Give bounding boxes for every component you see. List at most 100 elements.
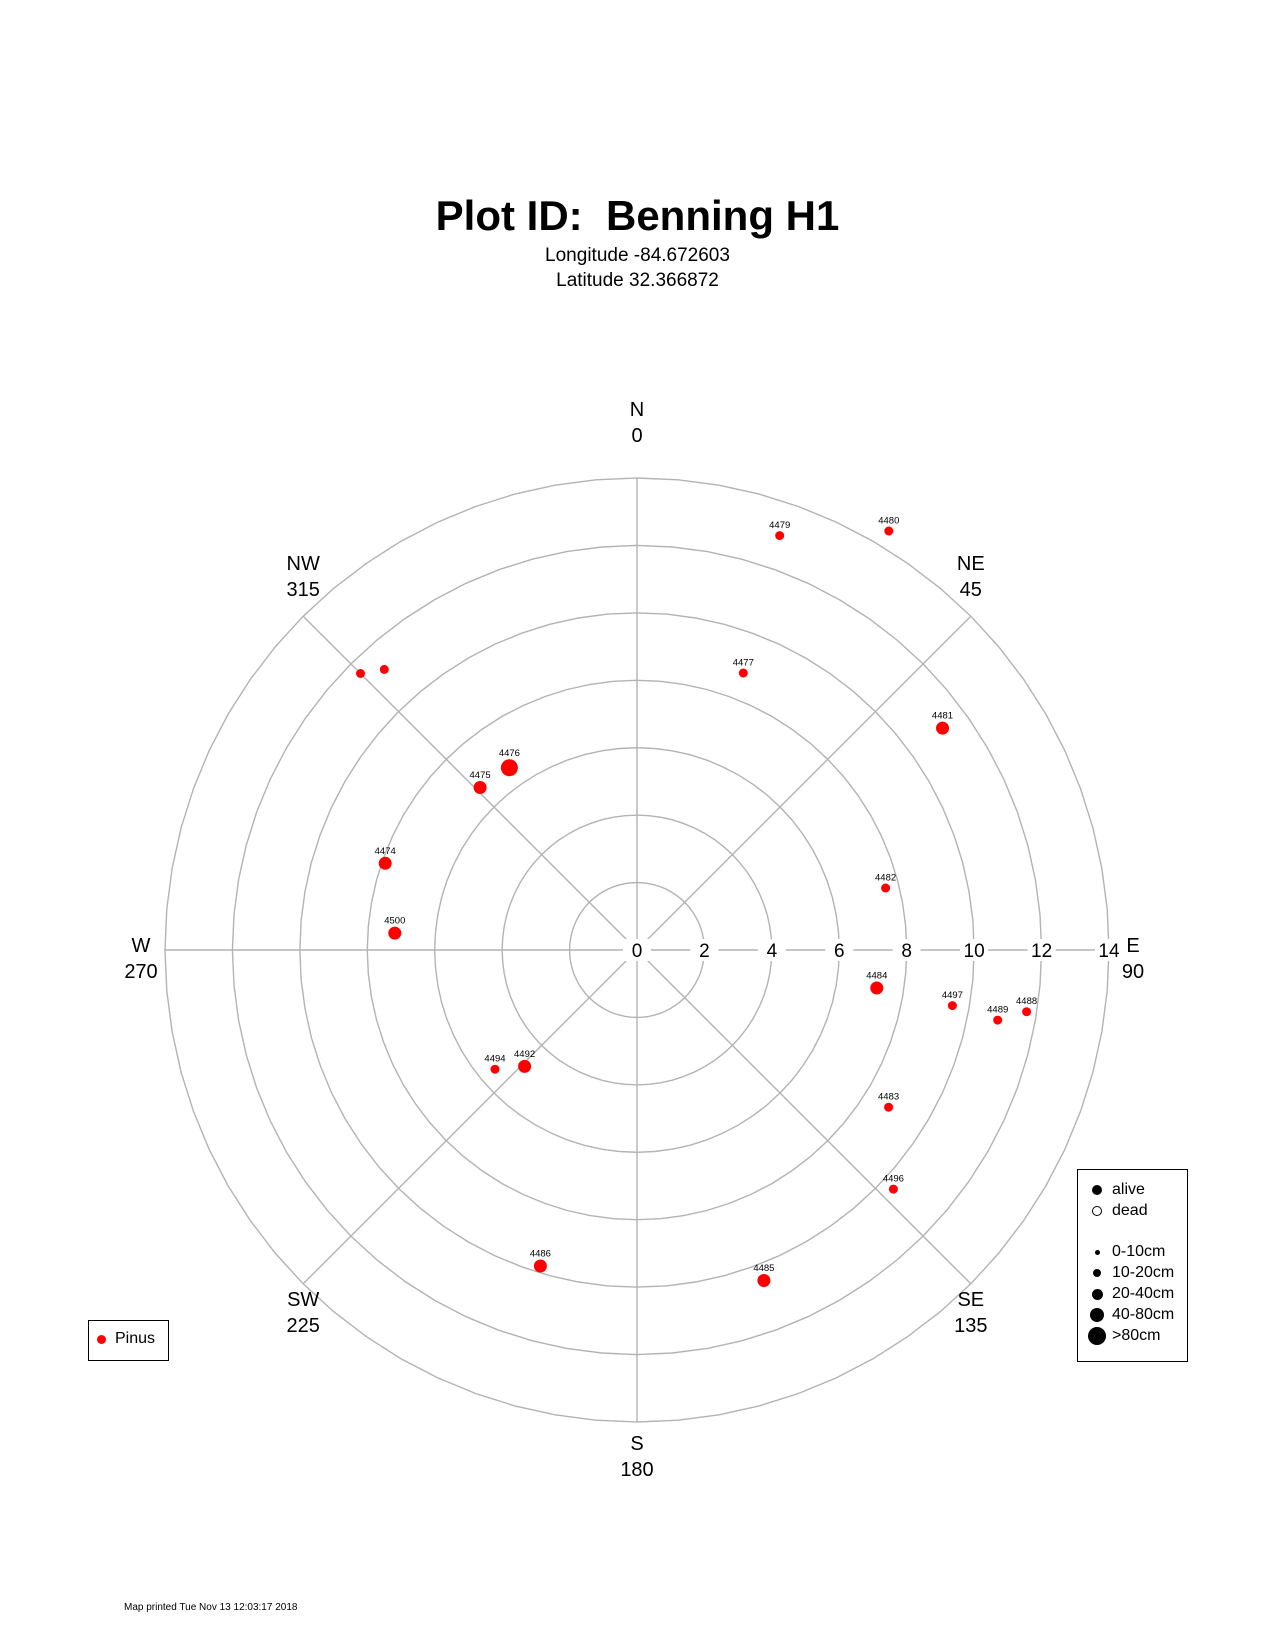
- latitude-label: Latitude 32.366872: [556, 270, 719, 291]
- tick-label-bg: [825, 939, 854, 961]
- direction-label: NW: [287, 553, 320, 575]
- tree-point: [379, 664, 389, 674]
- tree-point: [884, 1102, 894, 1112]
- tree-points: 4479 4480 4477 4481 4482 4484 4497 4489 4488 4483…: [356, 516, 1037, 1287]
- tree-id-label: 4492: [514, 1049, 535, 1060]
- radial-tick-label: 2: [699, 941, 710, 962]
- size-m-circle-icon: [1091, 1288, 1103, 1300]
- size-s-circle-icon: [1093, 1269, 1101, 1277]
- grid-spoke: [636, 949, 972, 1285]
- direction-label: W: [132, 935, 151, 957]
- tree-id-label: 4476: [499, 748, 520, 759]
- tree-id-label: 4483: [878, 1092, 899, 1103]
- azimuth-label: 315: [287, 579, 320, 601]
- grid-spoke: [302, 615, 638, 951]
- tree-point: [775, 531, 785, 541]
- size-xl-circle-icon: [1088, 1327, 1106, 1345]
- legend-item-pinus: Pinus: [97, 1330, 155, 1348]
- tree-point: [757, 1274, 771, 1287]
- tick-label-bg: [1027, 939, 1056, 961]
- legend-size-20-40: 20-40cm: [1088, 1285, 1174, 1303]
- radial-tick-label: 6: [834, 941, 845, 962]
- direction-label: NE: [957, 553, 985, 575]
- longitude-label: Longitude -84.672603: [545, 245, 730, 266]
- radial-tick-label: 4: [767, 941, 778, 962]
- legend-size-label: 40-80cm: [1112, 1306, 1175, 1323]
- tree-id-label: 4480: [878, 516, 899, 527]
- legend-size-40-80: 40-80cm: [1088, 1306, 1174, 1324]
- tick-label-bg: [623, 939, 651, 961]
- legend-size-10-20: 10-20cm: [1088, 1264, 1174, 1282]
- tree-point: [500, 759, 518, 777]
- tick-label-bg: [960, 939, 989, 961]
- legend-size-label: 10-20cm: [1112, 1264, 1175, 1281]
- legend-size-0-10: 0-10cm: [1088, 1243, 1165, 1261]
- azimuth-label: 45: [960, 579, 982, 601]
- tree-id-label: 4500: [384, 916, 405, 927]
- azimuth-label: 225: [287, 1315, 320, 1337]
- plot-title: Plot ID: Benning H1: [435, 192, 840, 239]
- tree-id-label: 4489: [987, 1005, 1008, 1016]
- status-size-legend: alive dead 0-10cm 10-20cm 20-40cm 40-80c…: [1077, 1169, 1188, 1362]
- filled-circle-icon: [1092, 1185, 1102, 1195]
- legend-species-label: Pinus: [115, 1330, 156, 1347]
- legend-item-alive: alive: [1088, 1181, 1145, 1199]
- tick-label-bg: [1095, 939, 1123, 961]
- tree-point: [993, 1015, 1003, 1025]
- pinus-swatch-icon: [97, 1334, 106, 1344]
- direction-label: S: [630, 1433, 643, 1455]
- radial-tick-label: 0: [632, 941, 643, 962]
- direction-label: N: [630, 399, 644, 421]
- tree-id-label: 4474: [375, 846, 396, 857]
- azimuth-label: 0: [631, 425, 642, 447]
- radial-tick-label: 10: [964, 941, 985, 962]
- tree-point: [378, 856, 392, 870]
- tree-point: [884, 526, 894, 536]
- legend-alive-label: alive: [1112, 1181, 1145, 1198]
- tree-point: [533, 1259, 547, 1273]
- tree-id-label: 4481: [932, 711, 953, 722]
- tree-point: [490, 1064, 500, 1074]
- tree-id-label: 4486: [530, 1249, 551, 1260]
- tree-point: [888, 1184, 898, 1194]
- tree-point: [881, 883, 891, 893]
- tree-point: [936, 721, 949, 735]
- grid-spoke: [302, 949, 638, 1285]
- print-timestamp: Map printed Tue Nov 13 12:03:17 2018: [124, 1602, 298, 1613]
- azimuth-label: 180: [620, 1459, 653, 1481]
- open-circle-icon: [1092, 1206, 1102, 1216]
- direction-label: SE: [957, 1289, 984, 1311]
- tree-id-label: 4477: [733, 658, 754, 669]
- direction-labels: N 0 NE 45 E 90 SE 135 S 180 SW 225 W 270 NW 315: [124, 399, 1144, 1481]
- size-xs-circle-icon: [1094, 1249, 1100, 1255]
- azimuth-label: 90: [1122, 961, 1144, 983]
- radial-tick-label: 14: [1098, 941, 1120, 962]
- legend-size-label: >80cm: [1112, 1327, 1161, 1344]
- legend-size-80plus: >80cm: [1088, 1327, 1160, 1345]
- tick-label-bg: [892, 939, 921, 961]
- grid-spoke: [636, 615, 972, 951]
- tick-label-bg: [757, 939, 786, 961]
- tree-point: [473, 781, 487, 794]
- tree-id-label: 4497: [942, 990, 963, 1001]
- radial-tick-label: 12: [1031, 941, 1052, 962]
- tick-label-bg: [690, 939, 719, 961]
- legend-dead-label: dead: [1112, 1202, 1148, 1219]
- size-l-circle-icon: [1090, 1308, 1104, 1322]
- azimuth-label: 270: [124, 961, 157, 983]
- legend-item-dead: dead: [1088, 1202, 1148, 1220]
- tree-id-label: 4475: [470, 770, 491, 781]
- tree-id-label: 4484: [866, 971, 887, 982]
- tree-id-label: 4488: [1016, 996, 1037, 1007]
- legend-size-label: 0-10cm: [1112, 1243, 1166, 1260]
- tree-id-label: 4482: [875, 873, 896, 884]
- tree-id-label: 4479: [769, 520, 790, 531]
- tree-id-label: 4494: [484, 1054, 505, 1065]
- direction-label: SW: [287, 1289, 319, 1311]
- tree-point: [1022, 1007, 1032, 1017]
- tree-id-label: 4485: [753, 1263, 774, 1274]
- tree-point: [518, 1059, 532, 1073]
- tree-point: [356, 669, 365, 678]
- radial-tick-labels: 0 2 4 6 8 10 12 14: [623, 939, 1123, 962]
